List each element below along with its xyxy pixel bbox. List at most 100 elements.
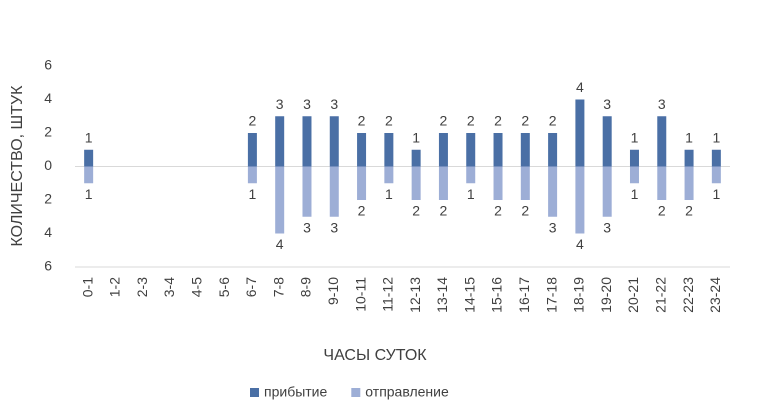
x-tick-label: 6-7: [243, 277, 259, 297]
data-label: 1: [385, 186, 393, 202]
bar: [711, 166, 721, 184]
data-label: 3: [603, 219, 611, 235]
bar: [357, 166, 367, 200]
data-label: 1: [85, 129, 93, 145]
data-label: 2: [521, 113, 529, 129]
x-tick-label: 3-4: [161, 277, 177, 297]
data-label: 1: [412, 129, 420, 145]
x-tick-label: 20-21: [625, 277, 641, 313]
x-tick-label: 4-5: [189, 277, 205, 297]
legend-swatch: [351, 388, 361, 397]
bar: [657, 116, 667, 167]
bar: [411, 166, 421, 200]
bar: [602, 116, 612, 167]
y-tick-label: 2: [44, 191, 52, 207]
data-label: 2: [685, 203, 693, 219]
bar: [84, 166, 94, 184]
data-label: 2: [494, 113, 502, 129]
data-label: 1: [631, 186, 639, 202]
bar: [629, 149, 639, 167]
bar: [602, 166, 612, 217]
x-tick-label: 16-17: [516, 277, 532, 313]
x-tick-label: 11-12: [380, 277, 396, 312]
bar: [411, 149, 421, 167]
x-tick-label: 8-9: [298, 277, 314, 297]
legend-label: отправление: [365, 384, 449, 400]
data-label: 2: [412, 203, 420, 219]
y-tick-label: 0: [44, 157, 52, 173]
data-label: 1: [685, 129, 693, 145]
x-tick-label: 15-16: [489, 277, 505, 313]
data-label: 2: [385, 113, 393, 129]
data-label: 3: [330, 219, 338, 235]
bar: [438, 166, 448, 200]
bar: [84, 149, 94, 167]
data-label: 2: [467, 113, 475, 129]
x-tick-label: 23-24: [707, 277, 723, 313]
bar: [684, 166, 694, 200]
data-label: 2: [248, 113, 256, 129]
x-tick-label: 7-8: [270, 277, 286, 297]
y-tick-label: 4: [44, 90, 52, 106]
bar: [302, 116, 312, 167]
data-label: 4: [576, 79, 584, 95]
data-label: 2: [358, 113, 366, 129]
x-tick-label: 22-23: [680, 277, 696, 313]
x-tick-label: 18-19: [571, 277, 587, 313]
x-tick-label: 1-2: [107, 277, 123, 297]
data-label: 2: [440, 203, 448, 219]
data-label: 1: [248, 186, 256, 202]
y-tick-label: 4: [44, 224, 52, 240]
bar: [438, 133, 448, 167]
data-label: 3: [303, 96, 311, 112]
data-label: 4: [576, 236, 584, 252]
x-tick-label: 9-10: [325, 277, 341, 305]
data-label: 1: [467, 186, 475, 202]
data-label: 4: [276, 236, 284, 252]
bar: [275, 116, 285, 167]
bar: [575, 99, 585, 167]
x-tick-label: 10-11: [352, 277, 368, 312]
data-label: 2: [440, 113, 448, 129]
bar: [657, 166, 667, 200]
bar: [302, 166, 312, 217]
data-label: 1: [85, 186, 93, 202]
data-label: 3: [549, 219, 557, 235]
legend-label: прибытие: [264, 384, 328, 400]
y-axis-title: КОЛИЧЕСТВО, ШТУК: [9, 85, 26, 247]
bar: [548, 166, 558, 217]
bar: [493, 133, 503, 167]
bar: [684, 149, 694, 167]
data-label: 3: [330, 96, 338, 112]
bar: [275, 166, 285, 234]
bar: [466, 166, 476, 184]
bar: [329, 116, 339, 167]
x-tick-label: 12-13: [407, 277, 423, 313]
x-tick-label: 5-6: [216, 277, 232, 297]
data-label: 2: [549, 113, 557, 129]
data-label: 3: [303, 219, 311, 235]
bar: [711, 149, 721, 167]
y-tick-label: 6: [44, 258, 52, 274]
x-tick-label: 14-15: [461, 277, 477, 313]
bar: [493, 166, 503, 200]
bar: [629, 166, 639, 184]
data-label: 2: [521, 203, 529, 219]
data-label: 1: [712, 186, 720, 202]
data-label: 2: [658, 203, 666, 219]
legend-swatch: [250, 388, 259, 397]
x-tick-label: 21-22: [652, 277, 668, 313]
bar: [384, 133, 394, 167]
data-label: 2: [358, 203, 366, 219]
data-label: 1: [712, 129, 720, 145]
x-tick-label: 2-3: [134, 277, 150, 297]
y-tick-label: 6: [44, 57, 52, 73]
bar: [520, 166, 530, 200]
y-tick-label: 2: [44, 124, 52, 140]
data-label: 1: [631, 129, 639, 145]
bar: [384, 166, 394, 184]
data-label: 3: [658, 96, 666, 112]
x-tick-label: 0-1: [79, 277, 95, 297]
bar: [247, 166, 257, 184]
